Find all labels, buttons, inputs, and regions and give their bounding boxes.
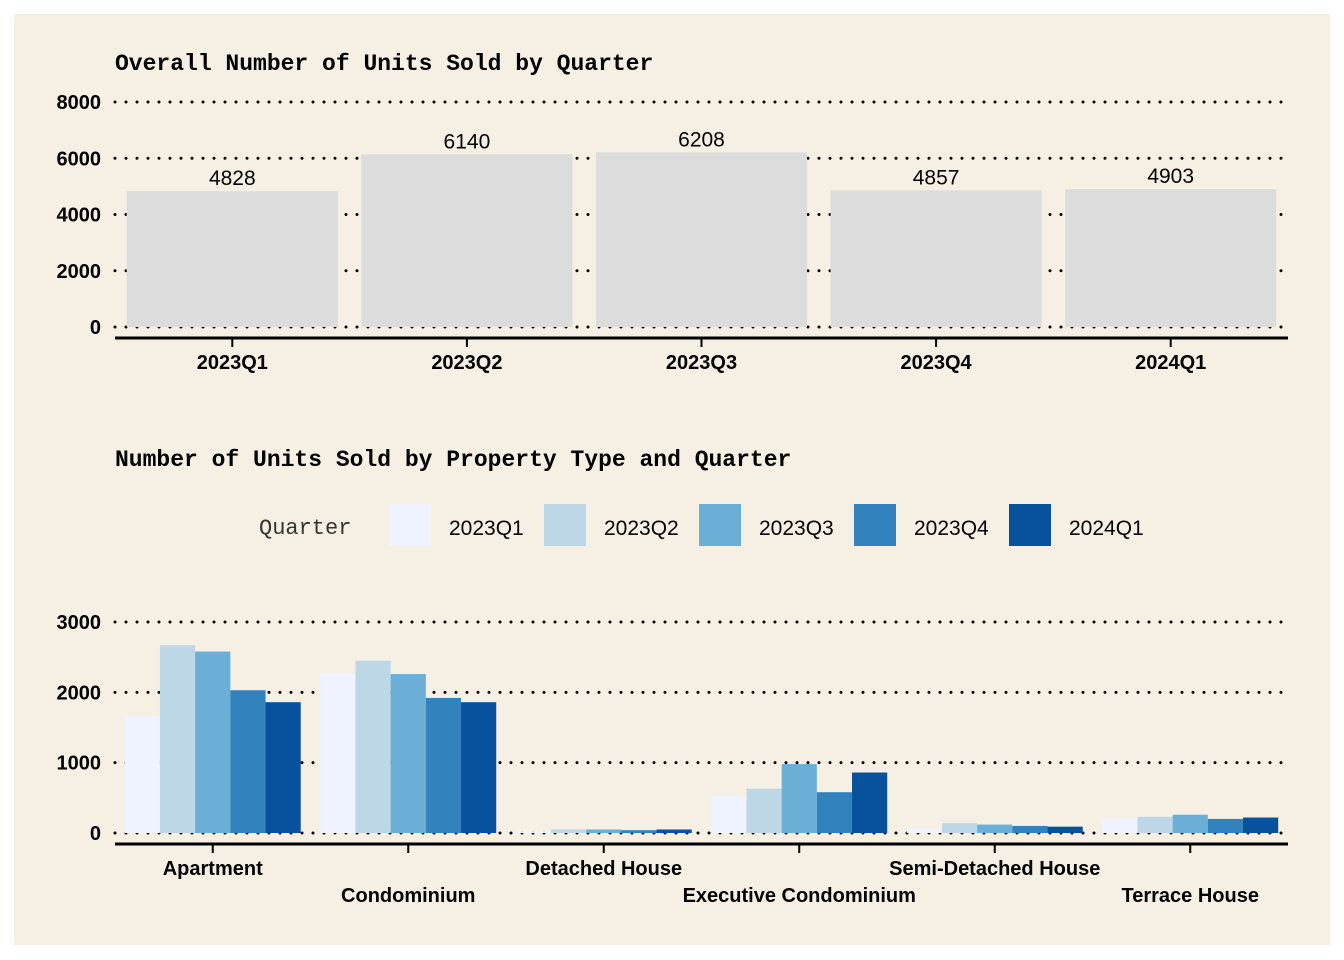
legend-label: 2023Q4 <box>914 517 989 540</box>
legend-label: 2023Q2 <box>604 517 679 540</box>
chart2-bar <box>1012 825 1048 833</box>
chart2-x-tick-label: Apartment <box>163 858 263 880</box>
legend-label: 2023Q1 <box>449 517 524 540</box>
chart2-bar <box>1137 816 1173 833</box>
chart2-bar <box>621 830 657 833</box>
chart2-bar <box>320 673 356 833</box>
chart1-x-tick-label: 2023Q2 <box>431 352 502 374</box>
chart2-bar <box>1172 814 1208 833</box>
legend-label: 2024Q1 <box>1069 517 1144 540</box>
chart2-bar <box>390 674 426 833</box>
chart2-bar <box>941 823 978 833</box>
chart1-x-tick-label: 2023Q4 <box>901 352 973 374</box>
chart1-x-tick-label: 2023Q1 <box>197 352 268 374</box>
chart2-y-tick-label: 0 <box>90 823 101 845</box>
chart2-bar <box>1243 817 1279 833</box>
chart2-y-tick-label: 2000 <box>57 682 102 704</box>
chart2-bar <box>1102 818 1138 833</box>
chart2-bar <box>1207 818 1244 833</box>
chart2-bar <box>1047 826 1083 833</box>
chart2-x-tick-label: Terrace House <box>1122 885 1259 907</box>
chart2-bar <box>852 772 888 833</box>
chart2-x-tick-label: Detached House <box>525 858 682 880</box>
chart1-bar <box>1065 189 1277 327</box>
chart1-y-tick-label: 8000 <box>57 92 102 114</box>
chart1-data-label: 4903 <box>1147 165 1194 188</box>
chart2-legend: 2023Q1 2023Q2 2023Q3 2023Q4 2024Q1 <box>389 504 1144 546</box>
chart1-y-tick-label: 6000 <box>57 148 102 170</box>
chart1-x-tick-label: 2023Q3 <box>666 352 737 374</box>
chart2-x-tick-label: Executive Condominium <box>683 885 916 907</box>
chart1-bar <box>126 191 338 327</box>
chart1-data-label: 4857 <box>913 166 960 189</box>
chart1-y-tick-label: 4000 <box>57 205 102 227</box>
chart2-bar <box>515 831 551 833</box>
chart2-bar <box>124 716 160 833</box>
legend-label: 2023Q3 <box>759 517 834 540</box>
chart2-bar <box>746 788 782 833</box>
legend-swatch <box>699 504 741 546</box>
chart2-bar <box>355 660 391 833</box>
chart2-y-tick-label: 1000 <box>57 753 102 775</box>
chart1-y-tick-label: 0 <box>90 317 101 339</box>
chart1-title: Overall Number of Units Sold by Quarter <box>115 51 653 77</box>
chart2-title: Number of Units Sold by Property Type an… <box>115 447 791 473</box>
chart1-data-label: 6208 <box>678 128 725 151</box>
chart2-bar <box>781 764 817 833</box>
chart2-bar <box>977 824 1013 833</box>
chart1-data-label: 6140 <box>444 130 491 153</box>
chart2-bar <box>230 690 266 833</box>
chart1-bar <box>595 152 808 327</box>
chart1-bar <box>361 154 573 327</box>
legend-swatch <box>544 504 586 546</box>
chart2-bar <box>265 702 301 833</box>
legend-swatch <box>854 504 896 546</box>
legend-swatch <box>1009 504 1051 546</box>
chart2-bar <box>711 795 747 833</box>
chart2-plot: 0 1000 2000 3000 Apartment Condominium Detache… <box>57 612 1290 907</box>
chart2-bar <box>461 702 497 833</box>
chart1-y-tick-label: 2000 <box>57 261 102 283</box>
chart2-x-tick-label: Condominium <box>341 885 475 907</box>
chart2-bar <box>906 828 942 833</box>
chart2-bar <box>586 829 622 833</box>
chart1-plot: 0 2000 4000 6000 8000 4828 2023Q1 6140 2023Q2 620… <box>57 92 1290 374</box>
chart2-bar <box>425 697 462 833</box>
chart1-data-label: 4828 <box>209 167 256 190</box>
chart2-y-tick-label: 3000 <box>57 612 102 634</box>
legend-swatch <box>389 504 431 546</box>
chart1-x-tick-label: 2024Q1 <box>1135 352 1206 374</box>
chart1-bar <box>830 190 1042 327</box>
chart2-bar <box>195 651 231 833</box>
chart2-bar <box>550 829 587 833</box>
chart2-bar <box>656 829 692 833</box>
chart2-bar <box>816 792 853 833</box>
legend-title: Quarter <box>259 516 351 541</box>
chart2-bar <box>159 645 196 833</box>
chart2-x-tick-label: Semi-Detached House <box>889 858 1100 880</box>
